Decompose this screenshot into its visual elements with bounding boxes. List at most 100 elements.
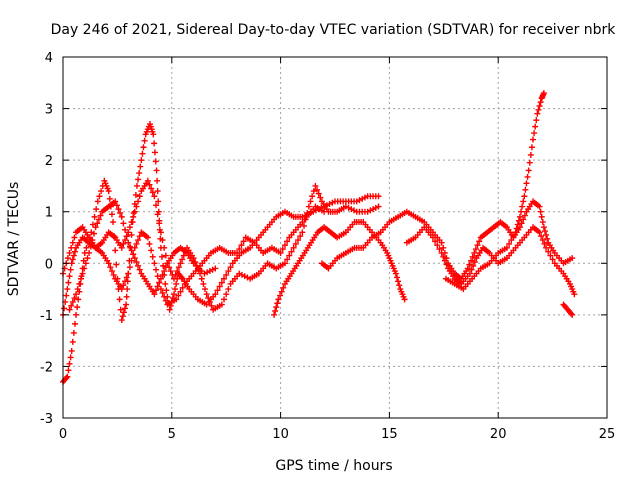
- data-point: [212, 265, 219, 272]
- data-point: [161, 293, 168, 300]
- data-point: [133, 258, 140, 265]
- data-point: [151, 193, 158, 200]
- data-point: [146, 240, 153, 247]
- data-point: [394, 274, 401, 281]
- data-point: [510, 233, 517, 240]
- data-point: [540, 224, 547, 231]
- data-point: [153, 266, 160, 273]
- data-point: [151, 291, 158, 298]
- data-point: [284, 238, 291, 245]
- x-tick-label: 0: [59, 427, 67, 442]
- data-points: [60, 90, 578, 385]
- data-point: [223, 271, 230, 278]
- data-point: [159, 237, 166, 244]
- data-point: [225, 268, 232, 275]
- data-point: [329, 199, 336, 206]
- data-point: [521, 212, 528, 219]
- data-point: [124, 286, 131, 293]
- data-point: [123, 301, 130, 308]
- data-point: [64, 286, 71, 293]
- data-point: [464, 265, 471, 272]
- data-point: [94, 220, 101, 227]
- data-point: [110, 219, 117, 226]
- data-point: [93, 206, 100, 213]
- data-point: [530, 136, 537, 143]
- data-point: [151, 260, 158, 267]
- data-point: [120, 309, 127, 316]
- data-point: [128, 247, 135, 254]
- data-point: [342, 203, 349, 210]
- data-point: [177, 288, 184, 295]
- data-point: [123, 274, 130, 281]
- data-point: [148, 247, 155, 254]
- data-point: [275, 296, 282, 303]
- data-point: [154, 211, 161, 218]
- x-tick-label: 10: [272, 427, 289, 442]
- data-point: [392, 270, 399, 277]
- data-point: [108, 268, 115, 275]
- data-point: [76, 280, 83, 287]
- data-point: [138, 157, 145, 164]
- data-point: [88, 229, 95, 236]
- data-point: [155, 198, 162, 205]
- data-point: [272, 307, 279, 314]
- data-point: [163, 287, 170, 294]
- data-point: [107, 264, 114, 271]
- data-point: [537, 208, 544, 215]
- data-point: [70, 252, 77, 259]
- data-point: [105, 188, 112, 195]
- data-point: [136, 233, 143, 240]
- data-point: [506, 240, 513, 247]
- data-point: [375, 203, 382, 210]
- data-point: [65, 279, 72, 286]
- data-point: [240, 238, 247, 245]
- y-tick-label: 1: [45, 206, 53, 221]
- data-point: [571, 291, 578, 298]
- data-point: [216, 283, 223, 290]
- data-point: [532, 123, 539, 130]
- data-point: [372, 204, 379, 211]
- data-point: [206, 268, 213, 275]
- data-point: [71, 320, 78, 327]
- data-point: [317, 194, 324, 201]
- data-point: [515, 217, 522, 224]
- data-point: [545, 248, 552, 255]
- x-axis-label: GPS time / hours: [275, 458, 392, 474]
- data-point: [286, 252, 293, 259]
- data-point: [167, 268, 174, 275]
- data-point: [170, 275, 177, 282]
- data-point: [157, 229, 164, 236]
- data-point: [468, 266, 475, 273]
- data-point: [359, 195, 366, 202]
- data-point: [212, 291, 219, 298]
- data-point: [173, 280, 180, 287]
- data-point: [139, 150, 146, 157]
- data-point: [75, 296, 82, 303]
- data-point: [106, 195, 113, 202]
- data-point: [140, 144, 147, 151]
- data-point: [353, 198, 360, 205]
- data-point: [526, 159, 533, 166]
- data-point: [206, 298, 213, 305]
- data-point: [278, 288, 285, 295]
- data-point: [67, 354, 74, 361]
- data-point: [148, 185, 155, 192]
- data-point: [520, 216, 527, 223]
- data-point: [66, 273, 73, 280]
- data-point: [201, 286, 208, 293]
- data-point: [117, 306, 124, 313]
- y-tick-label: 3: [45, 103, 53, 118]
- data-point: [208, 302, 215, 309]
- data-point: [159, 271, 166, 278]
- data-point: [112, 247, 119, 254]
- data-point: [541, 228, 548, 235]
- data-point: [440, 244, 447, 251]
- data-point: [132, 191, 139, 198]
- data-point: [144, 177, 151, 184]
- data-point: [68, 244, 75, 251]
- data-point: [375, 193, 382, 200]
- data-point: [61, 305, 68, 312]
- series-track-A: [60, 121, 382, 385]
- data-point: [108, 211, 115, 218]
- data-point: [519, 203, 526, 210]
